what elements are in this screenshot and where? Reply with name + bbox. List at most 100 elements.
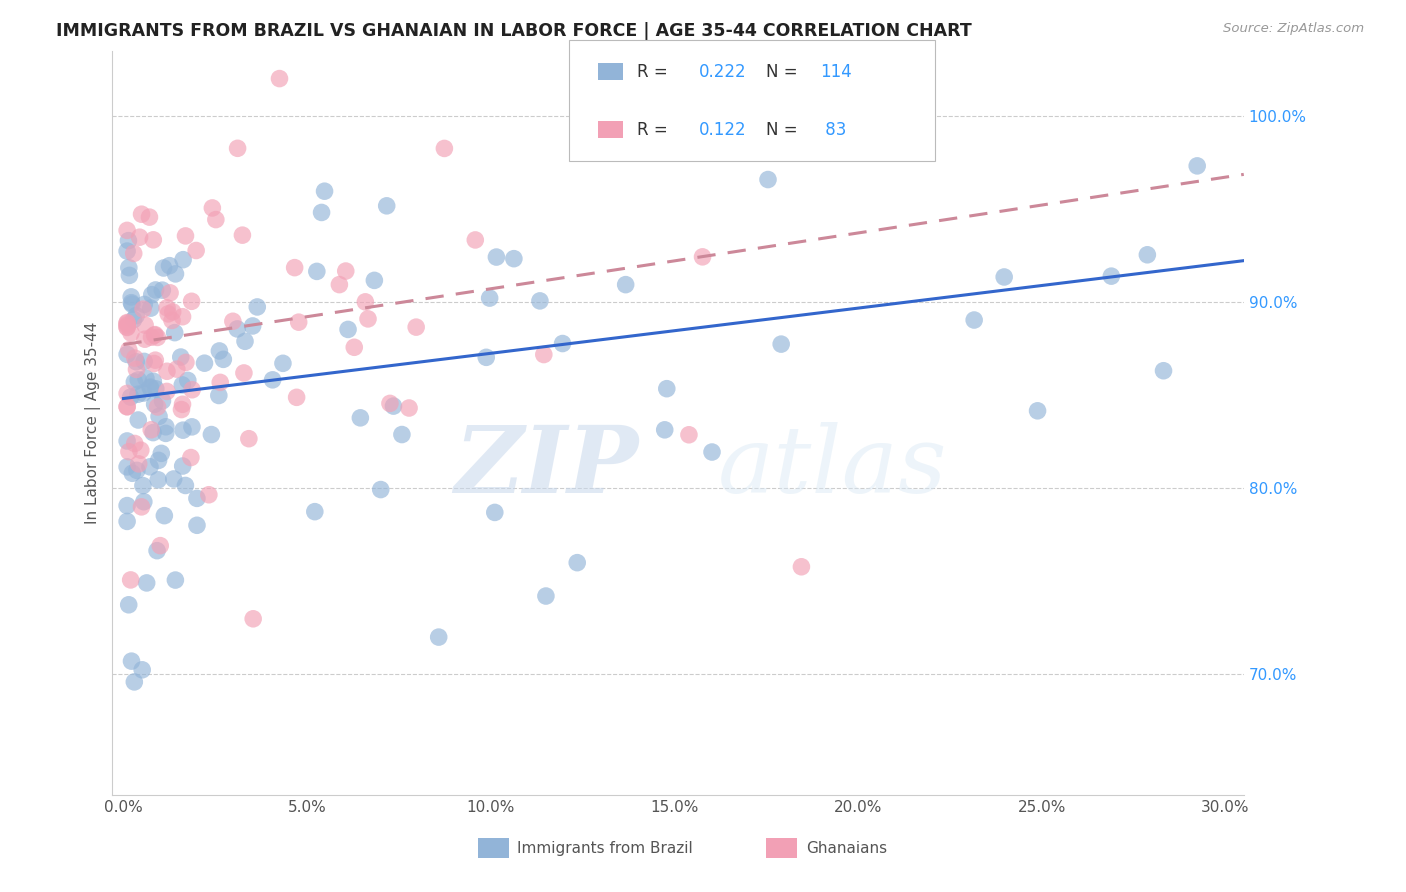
Immigrants from Brazil (375, 199, 398, 213)
Text: IMMIGRANTS FROM BRAZIL VS GHANAIAN IN LABOR FORCE | AGE 35-44 CORRELATION CHART: IMMIGRANTS FROM BRAZIL VS GHANAIAN IN LA… (56, 22, 972, 40)
Text: Source: ZipAtlas.com: Source: ZipAtlas.com (1223, 22, 1364, 36)
Ghanaians (533, 347, 555, 361)
Immigrants from Brazil (159, 259, 181, 273)
Ghanaians (115, 223, 138, 237)
Ghanaians (146, 330, 169, 344)
Immigrants from Brazil (148, 409, 170, 424)
Ghanaians (129, 443, 152, 458)
Ghanaians (125, 362, 148, 376)
Immigrants from Brazil (150, 446, 173, 460)
Ghanaians (143, 328, 166, 343)
Immigrants from Brazil (139, 380, 162, 394)
Immigrants from Brazil (963, 313, 986, 327)
Immigrants from Brazil (208, 343, 231, 358)
Ghanaians (143, 353, 166, 368)
Ghanaians (180, 294, 202, 309)
Ghanaians (146, 400, 169, 414)
Immigrants from Brazil (654, 423, 676, 437)
Ghanaians (284, 260, 307, 275)
Ghanaians (201, 201, 224, 215)
Immigrants from Brazil (152, 260, 174, 275)
Immigrants from Brazil (1099, 269, 1122, 284)
Text: R =: R = (637, 121, 673, 139)
Ghanaians (889, 71, 911, 86)
Ghanaians (231, 228, 253, 243)
Immigrants from Brazil (391, 427, 413, 442)
Text: 0.222: 0.222 (699, 63, 747, 81)
Ghanaians (159, 285, 181, 300)
Ghanaians (180, 450, 202, 465)
Immigrants from Brazil (150, 283, 173, 297)
Text: ZIP: ZIP (454, 422, 638, 512)
Immigrants from Brazil (117, 234, 139, 248)
Ghanaians (222, 314, 245, 328)
Immigrants from Brazil (311, 205, 333, 219)
Ghanaians (692, 250, 714, 264)
Ghanaians (209, 376, 232, 390)
Text: R =: R = (637, 63, 673, 81)
Ghanaians (128, 457, 150, 471)
Immigrants from Brazil (186, 518, 208, 533)
Immigrants from Brazil (115, 347, 138, 361)
Ghanaians (405, 320, 427, 334)
Immigrants from Brazil (148, 473, 170, 487)
Immigrants from Brazil (142, 374, 165, 388)
Immigrants from Brazil (502, 252, 524, 266)
Text: 114: 114 (820, 63, 852, 81)
Immigrants from Brazil (145, 382, 167, 396)
Y-axis label: In Labor Force | Age 35-44: In Labor Force | Age 35-44 (86, 321, 101, 524)
Immigrants from Brazil (226, 322, 249, 336)
Immigrants from Brazil (1026, 404, 1049, 418)
Ghanaians (856, 127, 879, 141)
Ghanaians (118, 343, 141, 357)
Immigrants from Brazil (163, 472, 186, 486)
Ghanaians (354, 294, 377, 309)
Immigrants from Brazil (993, 270, 1015, 285)
Immigrants from Brazil (262, 373, 284, 387)
Immigrants from Brazil (186, 491, 208, 506)
Immigrants from Brazil (305, 264, 328, 278)
Immigrants from Brazil (115, 434, 138, 448)
Ghanaians (269, 71, 291, 86)
Ghanaians (378, 396, 401, 410)
Ghanaians (162, 305, 184, 319)
Immigrants from Brazil (127, 387, 149, 401)
Immigrants from Brazil (172, 252, 194, 267)
Ghanaians (343, 340, 366, 354)
Immigrants from Brazil (271, 356, 294, 370)
Immigrants from Brazil (115, 244, 138, 258)
Immigrants from Brazil (135, 371, 157, 385)
Immigrants from Brazil (145, 283, 167, 297)
Immigrants from Brazil (427, 630, 450, 644)
Ghanaians (143, 356, 166, 370)
Immigrants from Brazil (1153, 364, 1175, 378)
Ghanaians (141, 330, 163, 344)
Immigrants from Brazil (155, 419, 177, 434)
Ghanaians (232, 366, 254, 380)
Immigrants from Brazil (314, 184, 336, 198)
Ghanaians (181, 383, 204, 397)
Immigrants from Brazil (121, 467, 143, 481)
Immigrants from Brazil (127, 373, 149, 387)
Ghanaians (138, 210, 160, 224)
Immigrants from Brazil (655, 382, 678, 396)
Text: 83: 83 (820, 121, 846, 139)
Ghanaians (172, 310, 194, 324)
Ghanaians (131, 500, 153, 514)
Ghanaians (131, 207, 153, 221)
Immigrants from Brazil (146, 543, 169, 558)
Immigrants from Brazil (181, 420, 204, 434)
Ghanaians (156, 301, 179, 315)
Immigrants from Brazil (208, 388, 231, 402)
Immigrants from Brazil (135, 575, 157, 590)
Ghanaians (122, 246, 145, 260)
Ghanaians (115, 400, 138, 414)
Immigrants from Brazil (770, 337, 793, 351)
Ghanaians (335, 264, 357, 278)
Ghanaians (172, 397, 194, 411)
Immigrants from Brazil (139, 301, 162, 315)
Ghanaians (157, 307, 180, 321)
Immigrants from Brazil (382, 399, 405, 413)
Immigrants from Brazil (177, 373, 200, 387)
Ghanaians (118, 444, 141, 458)
